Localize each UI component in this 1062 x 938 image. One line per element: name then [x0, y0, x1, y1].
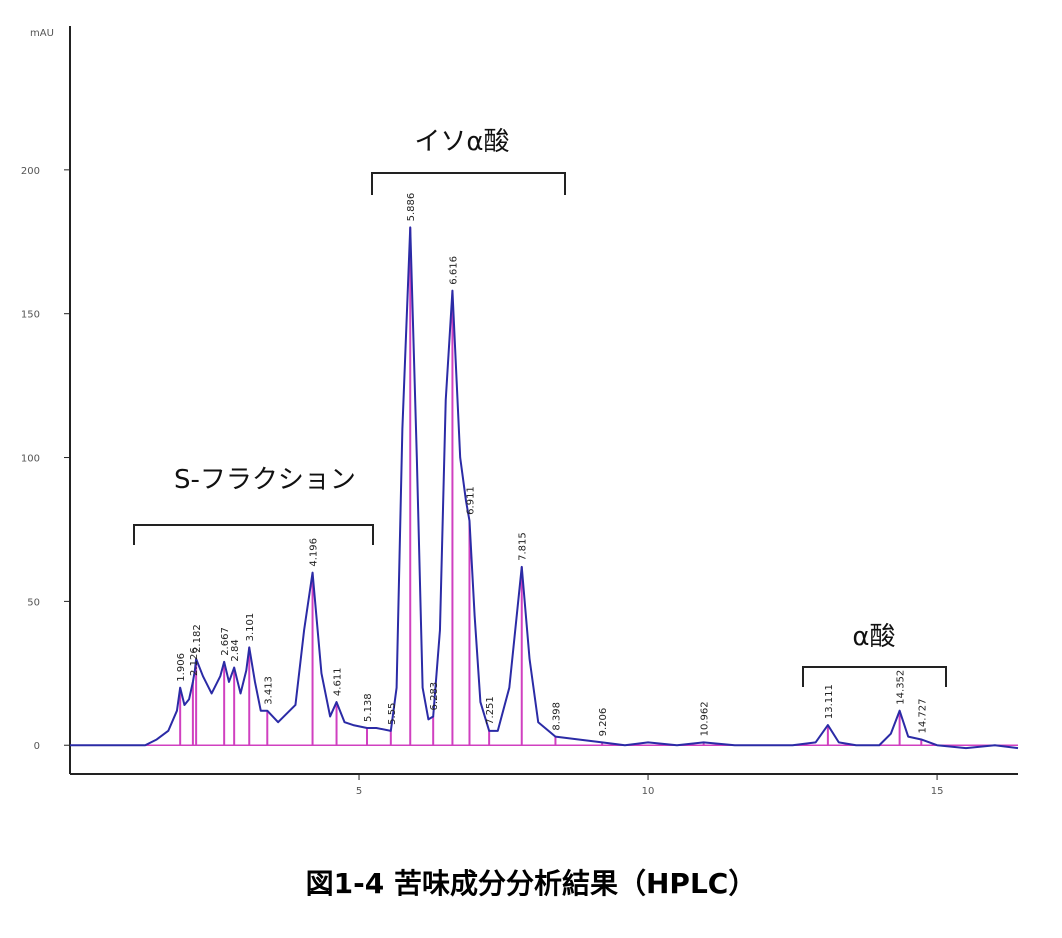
peak-label: 7.815	[518, 532, 529, 561]
y-tick-label: 0	[34, 741, 40, 752]
annotation: イソα酸	[414, 127, 509, 157]
trace	[70, 226, 1019, 750]
peak-label: 8.398	[551, 702, 562, 731]
peak-label: 6.616	[448, 256, 459, 285]
peak-label: 6.911	[465, 486, 476, 515]
bracket	[133, 524, 374, 545]
peak-label: 2.182	[192, 624, 203, 653]
y-axis-label: mAU	[30, 28, 54, 39]
y-tick-label: 100	[21, 454, 40, 465]
x-tick-label: 5	[356, 786, 362, 797]
peak-label: 14.352	[896, 670, 907, 705]
peak-label: 2.126	[189, 647, 200, 676]
y-tick-label: 50	[27, 597, 40, 608]
bracket	[371, 172, 566, 195]
peak-label: 14.727	[917, 698, 928, 733]
peak-label: 5.138	[363, 693, 374, 722]
peak-label: 6.283	[429, 682, 440, 711]
x-tick-label: 10	[642, 786, 655, 797]
peak-label: 7.251	[485, 696, 496, 725]
peak-label: 2.84	[230, 639, 241, 661]
y-tick-label: 200	[21, 166, 40, 177]
peak-label: 4.196	[309, 538, 320, 567]
annotation: S-フラクション	[174, 465, 356, 495]
peak-label: 1.906	[176, 653, 187, 682]
peak-label: 4.611	[333, 667, 344, 696]
x-tick-label: 15	[931, 786, 944, 797]
peak-label: 10.962	[700, 701, 711, 736]
peak-label: 9.206	[598, 708, 609, 737]
peak-label: 3.101	[245, 613, 256, 642]
peak-label: 5.886	[406, 193, 417, 222]
chart-title: 図1-4 苦味成分分析結果（HPLC）	[306, 867, 757, 900]
bracket	[802, 666, 947, 687]
peak-label: 3.413	[263, 676, 274, 705]
peak-label: 2.667	[220, 627, 231, 656]
peak-label: 13.111	[824, 684, 835, 719]
annotation: α酸	[852, 622, 895, 652]
y-tick-label: 150	[21, 310, 40, 321]
peak-label: 5.55	[387, 703, 398, 725]
